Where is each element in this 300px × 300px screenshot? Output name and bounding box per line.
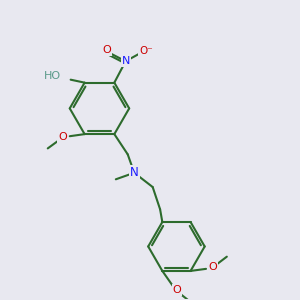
- Text: O: O: [208, 262, 217, 272]
- Text: O: O: [58, 132, 67, 142]
- Text: N: N: [130, 166, 139, 179]
- Text: HO: HO: [44, 71, 61, 81]
- Text: O: O: [103, 45, 112, 55]
- Text: O⁻: O⁻: [139, 46, 153, 56]
- Text: N: N: [122, 56, 130, 66]
- Text: O: O: [173, 285, 182, 295]
